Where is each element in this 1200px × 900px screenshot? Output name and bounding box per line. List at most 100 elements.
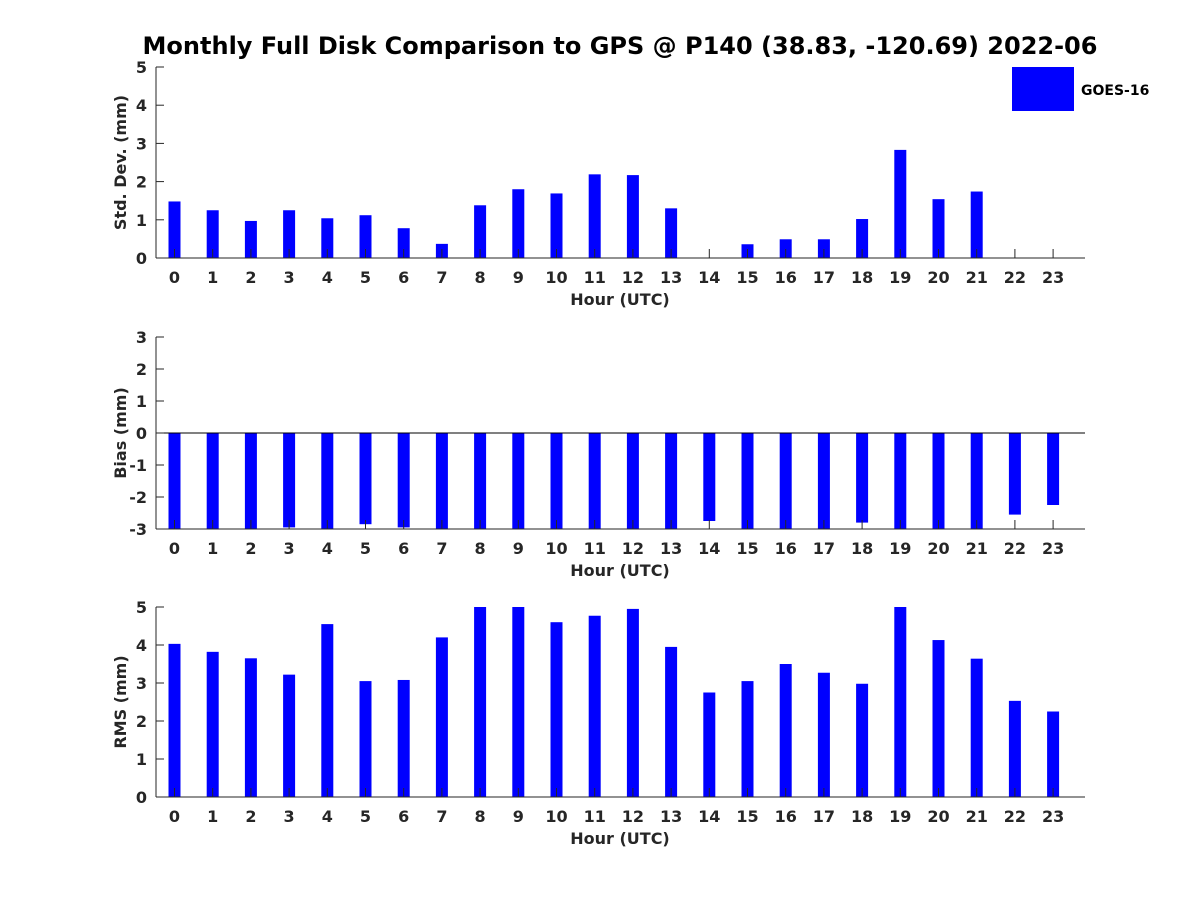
bias-y-tick-label: -2 (129, 488, 147, 507)
bias-bar (741, 433, 754, 529)
legend-swatch-goes-16 (1012, 67, 1074, 111)
bias-x-tick-label: 7 (436, 539, 447, 558)
std-dev-y-axis-label: Std. Dev. (mm) (111, 95, 130, 230)
bias-bar (894, 433, 907, 529)
bias-x-tick-label: 5 (360, 539, 371, 558)
rms-x-tick-label: 2 (245, 807, 256, 826)
std-dev-bar (397, 228, 410, 258)
std-dev-x-axis-label: Hour (UTC) (570, 290, 670, 309)
bias-bar (244, 433, 257, 529)
std-dev-y-tick-label: 5 (136, 58, 147, 77)
rms-bar (321, 624, 334, 797)
bias-x-tick-label: 9 (513, 539, 524, 558)
std-dev-x-tick-label: 0 (169, 268, 180, 287)
rms-x-tick-label: 22 (1004, 807, 1026, 826)
std-dev-x-tick-label: 17 (813, 268, 835, 287)
rms-x-tick-label: 11 (584, 807, 606, 826)
bias-bar (168, 433, 181, 529)
std-dev-x-tick-label: 9 (513, 268, 524, 287)
bias-bar (588, 433, 601, 529)
rms-y-tick-label: 1 (136, 750, 147, 769)
rms-bar (932, 640, 945, 797)
bias-x-tick-label: 16 (775, 539, 797, 558)
std-dev-y-tick-label: 3 (136, 134, 147, 153)
rms-bar (856, 683, 869, 797)
bias-y-tick-label: 1 (136, 392, 147, 411)
rms-bar (244, 658, 257, 797)
rms-x-tick-label: 16 (775, 807, 797, 826)
std-dev-x-tick-label: 10 (545, 268, 567, 287)
bias-bar (321, 433, 334, 529)
bias-y-tick-label: 3 (136, 328, 147, 347)
std-dev-bar (932, 199, 945, 258)
rms-x-tick-label: 0 (169, 807, 180, 826)
rms-bar (1008, 700, 1021, 797)
bias-x-tick-label: 6 (398, 539, 409, 558)
rms-x-tick-label: 18 (851, 807, 873, 826)
std-dev-bar (970, 191, 983, 258)
std-dev-bar (359, 215, 372, 258)
legend-label-goes-16: GOES-16 (1081, 83, 1149, 99)
std-dev-bar (244, 220, 257, 258)
rms-bar (626, 608, 639, 797)
bias-x-tick-label: 0 (169, 539, 180, 558)
bias-x-axis-label: Hour (UTC) (570, 561, 670, 580)
std-dev-x-tick-label: 7 (436, 268, 447, 287)
rms-x-tick-label: 20 (927, 807, 949, 826)
bias-y-tick-label: -1 (129, 456, 147, 475)
bias-bar (665, 433, 678, 529)
bias-y-axis-label: Bias (mm) (111, 387, 130, 479)
rms-x-tick-label: 9 (513, 807, 524, 826)
rms-bar (779, 664, 792, 797)
rms-x-tick-label: 10 (545, 807, 567, 826)
rms-x-tick-label: 8 (475, 807, 486, 826)
bias-bar (932, 433, 945, 529)
bias-bar (397, 433, 410, 528)
rms-y-tick-label: 2 (136, 712, 147, 731)
legend: GOES-16 (1012, 67, 1149, 111)
bias-y-tick-label: -3 (129, 520, 147, 539)
std-dev-bar (512, 189, 525, 258)
std-dev-x-tick-label: 5 (360, 268, 371, 287)
rms-bar (206, 651, 219, 797)
rms-x-tick-label: 3 (284, 807, 295, 826)
std-dev-x-tick-label: 19 (889, 268, 911, 287)
std-dev-x-tick-label: 18 (851, 268, 873, 287)
std-dev-x-tick-label: 6 (398, 268, 409, 287)
bias-bar (779, 433, 792, 529)
rms-x-axis-label: Hour (UTC) (570, 829, 670, 848)
std-dev-x-tick-label: 12 (622, 268, 644, 287)
bias-x-tick-label: 23 (1042, 539, 1064, 558)
rms-bar (474, 607, 487, 797)
std-dev-bar (550, 193, 563, 258)
bias-x-tick-label: 10 (545, 539, 567, 558)
rms-x-tick-label: 17 (813, 807, 835, 826)
bias-x-tick-label: 19 (889, 539, 911, 558)
std-dev-x-tick-label: 21 (966, 268, 988, 287)
std-dev-y-tick-label: 4 (136, 96, 147, 115)
bias-x-tick-label: 14 (698, 539, 720, 558)
std-dev-x-tick-label: 23 (1042, 268, 1064, 287)
bias-x-tick-label: 3 (284, 539, 295, 558)
rms-y-tick-label: 3 (136, 674, 147, 693)
bias-x-tick-label: 1 (207, 539, 218, 558)
std-dev-y-tick-label: 0 (136, 249, 147, 268)
rms-y-tick-label: 5 (136, 598, 147, 617)
std-dev-bar (817, 239, 830, 258)
rms-bar (703, 692, 716, 797)
rms-y-tick-label: 0 (136, 788, 147, 807)
std-dev-x-tick-label: 8 (475, 268, 486, 287)
std-dev-bar (588, 174, 601, 258)
rms-bar (397, 679, 410, 797)
bias-x-tick-label: 15 (736, 539, 758, 558)
std-dev-bar (856, 219, 869, 258)
rms-bar (894, 607, 907, 797)
rms-x-tick-label: 14 (698, 807, 720, 826)
std-dev-bar (206, 210, 219, 258)
rms-x-tick-label: 7 (436, 807, 447, 826)
rms-bar (817, 672, 830, 797)
rms-y-axis-label: RMS (mm) (111, 655, 130, 748)
rms-x-tick-label: 21 (966, 807, 988, 826)
